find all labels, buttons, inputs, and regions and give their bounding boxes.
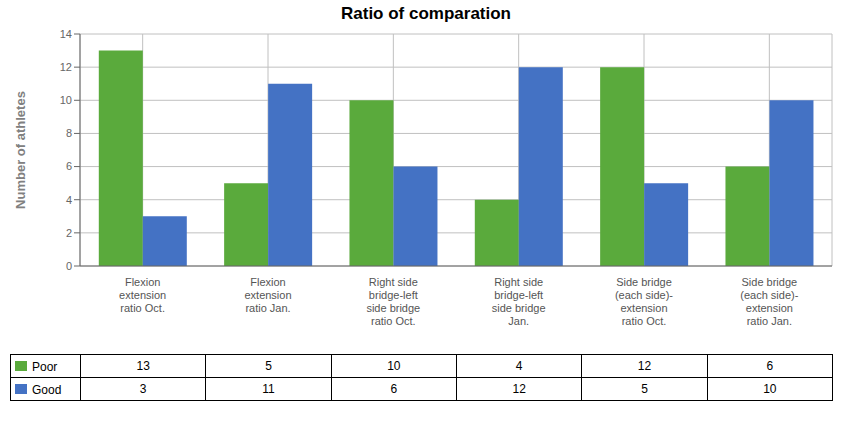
svg-text:Number of athletes: Number of athletes xyxy=(13,91,28,209)
html-text:Ratio of comparation: Ratio of comparation xyxy=(341,4,511,23)
html-text:5: 5 xyxy=(265,359,272,373)
svg-text:14: 14 xyxy=(60,28,72,40)
svg-text:Right sidebridge-leftside brid: Right sidebridge-leftside bridgeJan. xyxy=(492,276,546,327)
svg-text:12: 12 xyxy=(60,61,72,73)
svg-text:Side bridge(each side)-extensi: Side bridge(each side)-extensionratio Ja… xyxy=(740,276,798,327)
html-text:11: 11 xyxy=(262,382,275,396)
html-text:6: 6 xyxy=(766,359,774,373)
html-text:12: 12 xyxy=(512,382,526,396)
html-text:6: 6 xyxy=(390,382,398,396)
svg-text:10: 10 xyxy=(60,94,72,106)
html-text:12: 12 xyxy=(637,359,652,373)
svg-text:Flexionextensionratio Jan.: Flexionextensionratio Jan. xyxy=(244,276,291,314)
svg-text:2: 2 xyxy=(66,227,72,239)
svg-text:Flexionextensionratio Oct.: Flexionextensionratio Oct. xyxy=(119,276,166,314)
svg-text:8: 8 xyxy=(66,127,72,139)
html-text:13: 13 xyxy=(136,359,150,373)
html-text:3: 3 xyxy=(139,382,147,396)
svg-text:6: 6 xyxy=(66,160,72,172)
html-text:10: 10 xyxy=(763,382,777,396)
html-text:Poor: Poor xyxy=(32,359,58,374)
html-text:4: 4 xyxy=(515,359,523,373)
svg-text:Right sidebridge-leftside brid: Right sidebridge-leftside bridgeratio Oc… xyxy=(366,276,420,327)
html-text:Good: Good xyxy=(32,382,62,397)
html-text:5: 5 xyxy=(641,382,648,396)
svg-text:4: 4 xyxy=(66,194,72,206)
html-text:10: 10 xyxy=(387,359,401,373)
svg-text:0: 0 xyxy=(66,260,72,272)
svg-text:Side bridge(each side)-extensi: Side bridge(each side)-extensionratio Oc… xyxy=(615,276,673,327)
